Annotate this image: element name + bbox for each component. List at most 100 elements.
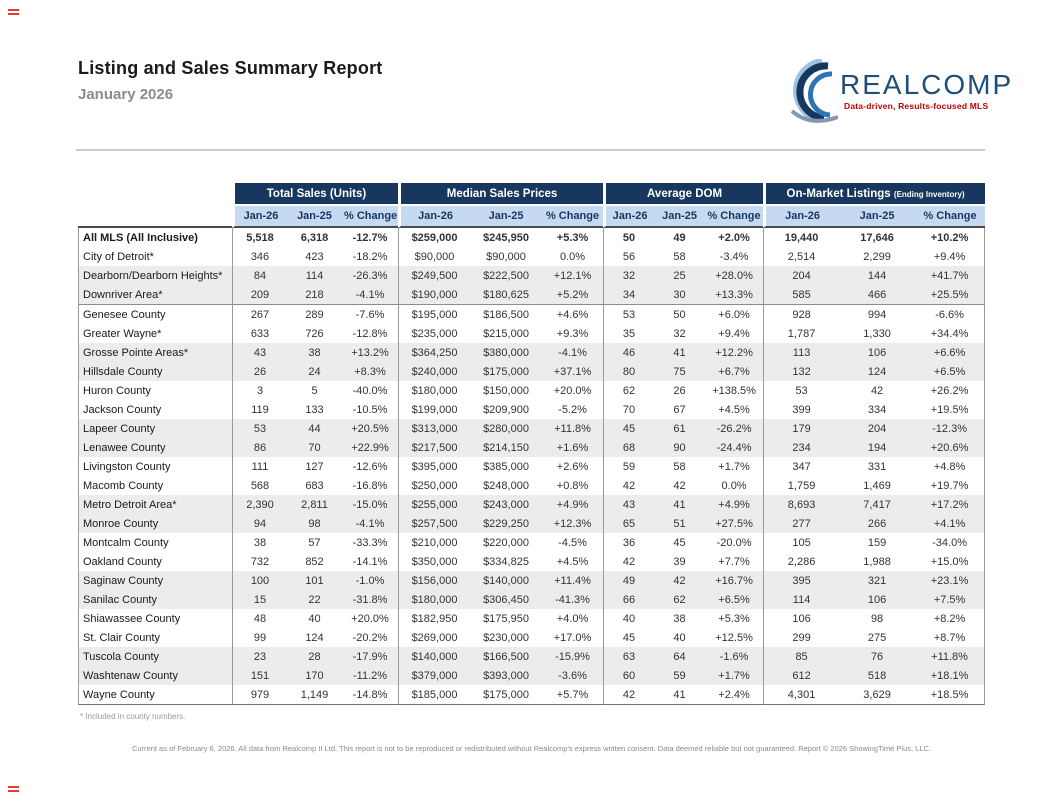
cell-jan26: 267: [232, 305, 287, 324]
cell-jan25: 44: [287, 419, 342, 438]
cell-jan26: 63: [603, 647, 655, 666]
cell-jan25: 42: [654, 571, 706, 590]
page-title: Listing and Sales Summary Report: [78, 58, 383, 78]
cell-pct-change: +6.6%: [915, 343, 986, 362]
cell-jan25: 42: [673, 479, 686, 492]
cell-pct-change: +13.3%: [705, 285, 764, 305]
cell-pct-change: -1.0%: [342, 571, 399, 590]
cell-jan26: $180,000: [398, 590, 471, 609]
row-label: Hillsdale County: [78, 362, 232, 381]
cell-jan26: 42: [603, 476, 654, 495]
realcomp-logo: REALCOMP Data-driven, Results-focused ML…: [782, 56, 1011, 126]
cell-pct-change: +8.3%: [342, 362, 399, 381]
cell-jan25: $175,950: [483, 612, 529, 625]
cell-pct-change: -40.0%: [352, 384, 388, 397]
row-label: Saginaw County: [78, 571, 232, 590]
group-header-total-sales: Total Sales (Units): [232, 183, 399, 206]
row-label: Shiawassee County: [78, 609, 232, 628]
cell-jan25: 275: [867, 631, 887, 644]
cell-jan26: 45: [603, 628, 654, 647]
cell-jan25: 114: [287, 266, 342, 285]
cell-pct-change: +12.3%: [542, 514, 604, 533]
cell-jan25: 331: [867, 460, 887, 473]
cell-pct-change: -12.3%: [915, 419, 986, 438]
cell-jan26: $379,000: [398, 666, 471, 685]
subheader--change: % Change: [342, 206, 399, 228]
cell-jan26: 94: [232, 514, 287, 533]
cell-jan25: 61: [654, 419, 706, 438]
cell-jan25: $180,625: [470, 285, 543, 305]
cell-jan26: 42: [603, 552, 654, 571]
cell-jan25: $393,000: [470, 666, 543, 685]
cell-jan25: 321: [839, 571, 916, 590]
cell-jan26: $156,000: [398, 571, 471, 590]
cell-jan25: 38: [673, 612, 686, 625]
cell-pct-change: +5.3%: [556, 231, 589, 244]
cell-pct-change: -11.2%: [342, 666, 399, 685]
cell-jan25: 40: [308, 612, 321, 625]
cell-pct-change: +18.1%: [915, 666, 986, 685]
cell-jan26: 106: [763, 609, 839, 628]
cell-jan25: 266: [839, 514, 916, 533]
table-body: All MLS (All Inclusive) 5,518 6,318 -12.7% $…: [78, 228, 986, 705]
cell-jan25: 62: [654, 590, 706, 609]
cell-jan26: 346: [232, 247, 287, 266]
cell-jan26: 114: [763, 590, 840, 609]
cell-jan25: $280,000: [470, 419, 543, 438]
cell-jan26: 65: [603, 514, 655, 533]
cell-jan26: $235,000: [398, 324, 470, 343]
cell-pct-change: -4.1%: [542, 343, 604, 362]
group-header-average-dom: Average DOM: [603, 183, 764, 206]
cell-pct-change: +1.7%: [705, 666, 764, 685]
group-label: On-Market Listings: [786, 187, 891, 200]
cell-jan26: $257,500: [398, 514, 471, 533]
cell-pct-change: +22.9%: [342, 438, 399, 457]
cell-pct-change: +13.2%: [342, 343, 399, 362]
cell-jan26: 979: [232, 685, 287, 705]
cell-jan25: 7,417: [839, 495, 916, 514]
cell-jan26: $249,500: [398, 266, 471, 285]
cell-jan25: 683: [305, 479, 324, 492]
cell-jan26: 50: [603, 228, 654, 247]
cell-jan26: $199,000: [398, 400, 470, 419]
cell-jan26: 80: [603, 362, 655, 381]
subheader-jan-26: Jan-26: [603, 206, 655, 228]
cell-pct-change: +2.6%: [556, 460, 589, 473]
cell-jan25: 26: [673, 384, 686, 397]
cell-jan25: 24: [287, 362, 342, 381]
cell-pct-change: +19.7%: [915, 476, 986, 495]
cell-jan25: 30: [654, 285, 706, 305]
cell-jan26: 395: [763, 571, 840, 590]
row-label: Macomb County: [78, 476, 232, 495]
row-label: Dearborn/Dearborn Heights*: [78, 266, 232, 285]
cell-pct-change: +10.2%: [915, 228, 986, 247]
page-subtitle: January 2026: [78, 86, 174, 103]
cell-jan26: 70: [603, 400, 654, 419]
table-row: Oakland County 732 852 -14.1% $350,000 $334,8…: [78, 552, 986, 571]
cell-jan25: $214,150: [470, 438, 543, 457]
cell-jan25: 41: [654, 495, 706, 514]
group-label: Average DOM: [647, 187, 723, 200]
table-row: Downriver Area* 209 218 -4.1% $190,000 $180,6…: [78, 285, 986, 305]
group-note: (Ending Inventory): [893, 189, 965, 199]
cell-jan25: 204: [839, 419, 916, 438]
cell-jan26: $195,000: [398, 305, 470, 324]
group-label: Total Sales (Units): [266, 187, 367, 200]
cell-jan26: 15: [232, 590, 287, 609]
table-row: Wayne County 979 1,149 -14.8% $185,000 $175,0…: [78, 685, 986, 705]
cell-jan25: 133: [305, 403, 324, 416]
registration-mark-top: [8, 9, 19, 11]
registration-mark-bottom: [8, 786, 19, 788]
cell-jan25: 98: [287, 514, 342, 533]
cell-jan25: 127: [305, 460, 324, 473]
cell-pct-change: +12.1%: [542, 266, 604, 285]
table-footnote: * Included in county numbers.: [80, 712, 186, 721]
cell-jan26: $90,000: [398, 247, 470, 266]
table-row: St. Clair County 99 124 -20.2% $269,000 $230,…: [78, 628, 986, 647]
cell-pct-change: +11.4%: [542, 571, 604, 590]
subheader-jan-26: Jan-26: [398, 206, 471, 228]
cell-pct-change: +16.7%: [705, 571, 764, 590]
table-row: Montcalm County 38 57 -33.3% $210,000 $220,00…: [78, 533, 986, 552]
cell-pct-change: -31.8%: [342, 590, 399, 609]
cell-pct-change: -14.8%: [342, 685, 399, 705]
